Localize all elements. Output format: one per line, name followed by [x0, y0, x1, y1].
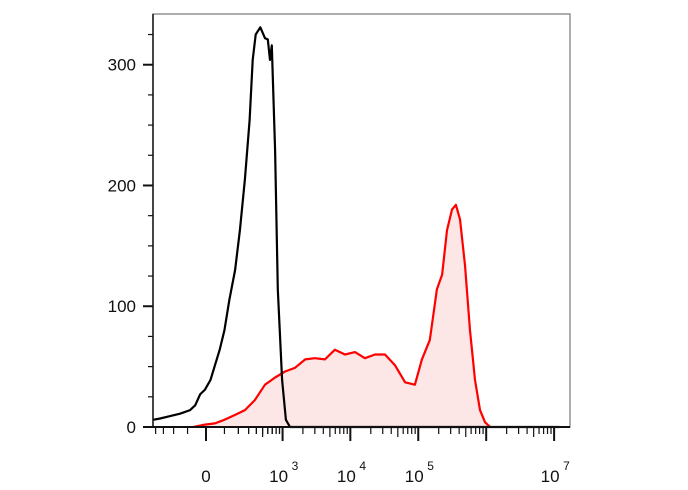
y-tick-label: 100 [108, 297, 136, 316]
x-tick-label: 104 [337, 459, 366, 486]
x-tick-exponent: 4 [359, 459, 366, 473]
x-tick-label: 105 [405, 459, 434, 486]
x-tick-exponent: 7 [563, 459, 570, 473]
x-tick-base: 10 [337, 467, 356, 486]
y-tick-label: 300 [108, 56, 136, 75]
x-tick-base: 0 [201, 467, 210, 486]
x-tick-base: 10 [269, 467, 288, 486]
x-tick-label: 107 [541, 459, 570, 486]
series-1-line [193, 203, 491, 429]
series-0-line [152, 26, 560, 429]
y-axis-ticks: 0 100 200 300 [108, 33, 153, 437]
x-tick-label: 10 3 [269, 459, 298, 486]
x-tick-base: 10 [541, 467, 560, 486]
x-tick-exponent: 5 [427, 459, 434, 473]
x-tick-label: 0 [201, 467, 210, 486]
series-lines [152, 26, 560, 429]
y-tick-label: 200 [108, 176, 136, 195]
x-tick-base: 10 [405, 467, 424, 486]
x-tick-exponent: 3 [292, 459, 299, 473]
y-tick-label: 0 [127, 418, 136, 437]
